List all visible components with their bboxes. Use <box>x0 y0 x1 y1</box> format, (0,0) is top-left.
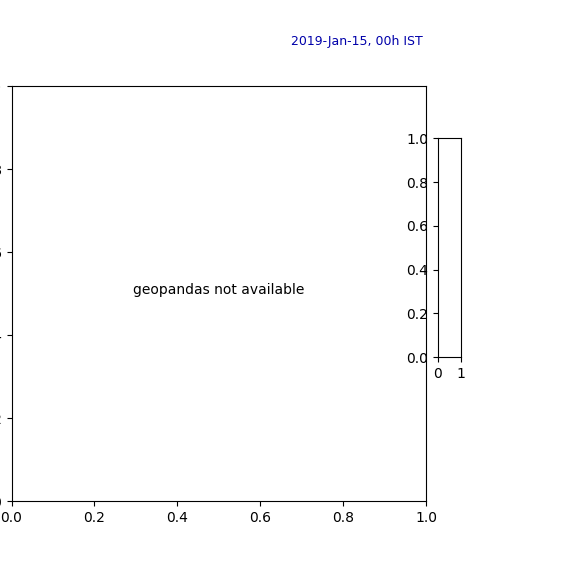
Text: 2019-Jan-15, 00h IST: 2019-Jan-15, 00h IST <box>291 35 423 48</box>
Text: geopandas not available: geopandas not available <box>133 283 305 297</box>
